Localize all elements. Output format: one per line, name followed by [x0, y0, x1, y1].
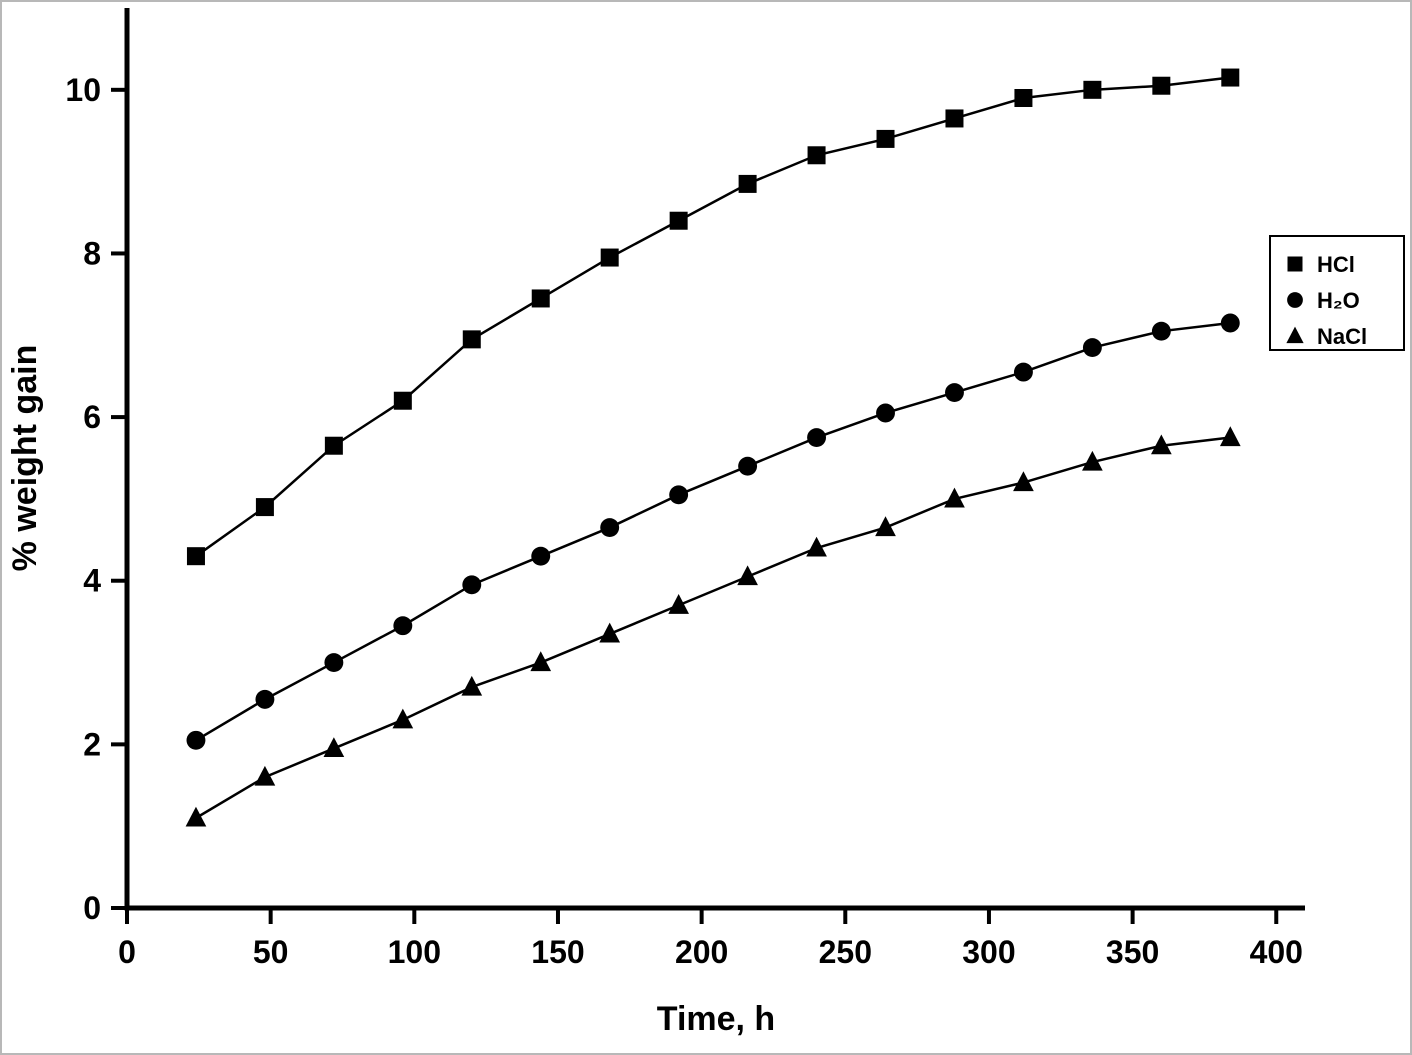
legend-marker-circle — [1287, 292, 1303, 308]
data-point-triangle — [1013, 471, 1034, 492]
data-point-circle — [186, 730, 206, 750]
data-point-square — [324, 436, 343, 455]
x-tick-label: 350 — [1106, 934, 1159, 970]
data-point-triangle — [1082, 450, 1103, 471]
data-point-circle — [600, 518, 620, 537]
x-tick-label: 300 — [962, 934, 1015, 970]
data-point-square — [1014, 89, 1033, 107]
y-tick-label: 10 — [65, 72, 101, 108]
data-point-circle — [1082, 338, 1102, 357]
data-point-square — [255, 498, 274, 517]
data-point-circle — [324, 653, 344, 672]
data-point-square — [462, 330, 481, 349]
data-point-triangle — [461, 675, 483, 696]
data-point-circle — [1013, 362, 1033, 382]
data-point-square — [945, 109, 964, 128]
x-tick-label: 0 — [118, 934, 136, 970]
data-point-triangle — [185, 806, 207, 827]
data-point-triangle — [806, 536, 827, 557]
legend-marker-triangle — [1286, 326, 1304, 344]
data-point-square — [600, 248, 619, 267]
legend-label: HCl — [1317, 252, 1355, 277]
x-tick-label: 250 — [819, 934, 872, 970]
data-point-circle — [255, 689, 275, 709]
legend-label: NaCl — [1317, 324, 1367, 349]
y-tick-label: 6 — [83, 399, 101, 435]
data-point-square — [186, 547, 205, 566]
data-point-triangle — [323, 737, 345, 758]
data-point-circle — [1151, 321, 1171, 341]
data-point-square — [876, 129, 895, 148]
data-point-circle — [393, 616, 413, 636]
data-point-triangle — [392, 708, 414, 729]
y-tick-label: 0 — [83, 890, 101, 926]
data-point-triangle — [254, 765, 276, 786]
series-line-H₂O — [195, 321, 1231, 742]
x-tick-label: 400 — [1250, 934, 1303, 970]
x-tick-label: 50 — [253, 934, 289, 970]
series-line-HCl — [195, 76, 1231, 558]
y-tick-label: 4 — [83, 563, 101, 599]
data-point-square — [393, 391, 412, 410]
x-axis-label: Time, h — [657, 1000, 775, 1038]
data-point-square — [738, 174, 757, 193]
data-point-circle — [669, 485, 689, 505]
data-point-triangle — [1219, 426, 1241, 447]
data-point-circle — [462, 575, 482, 595]
data-point-circle — [807, 428, 827, 447]
x-tick-label: 150 — [531, 934, 584, 970]
x-tick-label: 100 — [388, 934, 441, 970]
data-point-square — [1083, 80, 1102, 99]
y-tick-label: 8 — [83, 235, 101, 271]
data-point-triangle — [737, 565, 758, 586]
data-point-triangle — [668, 594, 689, 614]
data-point-circle — [531, 546, 551, 566]
x-tick-label: 200 — [675, 934, 728, 970]
series-line-NaCl — [195, 436, 1231, 820]
data-point-circle — [876, 403, 895, 423]
legend-label: H₂O — [1317, 288, 1360, 313]
y-tick-label: 2 — [83, 726, 101, 762]
data-point-circle — [1220, 313, 1240, 333]
data-point-triangle — [1150, 434, 1172, 455]
data-point-triangle — [530, 651, 552, 672]
data-point-circle — [738, 456, 758, 476]
data-point-triangle — [875, 516, 896, 537]
data-point-triangle — [599, 622, 621, 643]
y-axis-label: % weight gain — [6, 345, 44, 572]
data-point-square — [531, 289, 550, 308]
data-point-square — [1221, 68, 1240, 87]
data-point-square — [669, 211, 688, 230]
legend-marker-square — [1287, 256, 1303, 272]
data-point-square — [1152, 76, 1171, 95]
data-point-triangle — [944, 487, 965, 508]
data-point-circle — [945, 383, 964, 402]
data-point-square — [807, 146, 826, 165]
